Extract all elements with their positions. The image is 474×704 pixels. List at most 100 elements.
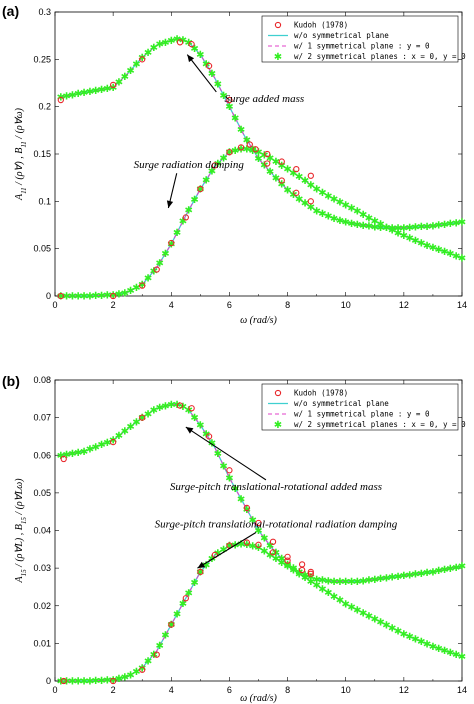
- kudoh-point: [278, 177, 285, 184]
- star-marker: ✱: [225, 541, 233, 552]
- x-tick-label: 0: [52, 300, 57, 310]
- star-marker: ✱: [109, 436, 117, 447]
- star-marker: ✱: [74, 677, 82, 688]
- x-tick-label: 8: [285, 300, 290, 310]
- star-marker: ✱: [458, 652, 466, 663]
- star-marker: ✱: [365, 576, 373, 587]
- star-marker: ✱: [353, 605, 361, 616]
- star-marker: ✱: [260, 161, 268, 172]
- star-marker: ✱: [359, 210, 367, 221]
- legend-symbol-star: ✱: [274, 52, 282, 63]
- star-marker: ✱: [353, 220, 361, 231]
- y-tick-label: 0: [46, 291, 51, 301]
- y-tick-label: 0.1: [38, 196, 51, 206]
- legend-box: [261, 383, 459, 431]
- star-marker: ✱: [423, 241, 431, 252]
- star-marker: ✱: [342, 599, 350, 610]
- star-marker: ✱: [196, 421, 204, 432]
- y-tick-label: 0.2: [38, 102, 51, 112]
- star-marker: ✱: [138, 53, 146, 64]
- annotation-text: Surge-pitch translational-rotational add…: [170, 481, 382, 493]
- star-marker: ✱: [109, 675, 117, 686]
- star-marker: ✱: [405, 223, 413, 234]
- star-marker: ✱: [405, 632, 413, 643]
- star-marker: ✱: [243, 135, 251, 146]
- y-axis-label: A11 / (ρ∀) , B11 / (ρ∀ω): [14, 107, 28, 201]
- star-marker: ✱: [359, 221, 367, 232]
- star-marker: ✱: [394, 572, 402, 583]
- star-marker: ✱: [394, 223, 402, 234]
- star-marker: ✱: [295, 172, 303, 183]
- star-marker: ✱: [417, 239, 425, 250]
- y-label-a: A: [14, 193, 25, 201]
- legend-label: w/o symmetrical plane: [294, 31, 389, 40]
- star-marker: ✱: [376, 223, 384, 234]
- kudoh-point: [139, 666, 146, 673]
- star-marker: ✱: [208, 69, 216, 80]
- star-marker: ✱: [121, 288, 129, 299]
- curve-one-symmetry-2: [60, 147, 463, 297]
- y-label-a-sub: 15: [20, 569, 28, 577]
- star-marker: ✱: [225, 148, 233, 159]
- star-marker: ✱: [342, 201, 350, 212]
- star-marker: ✱: [400, 571, 408, 582]
- star-marker: ✱: [86, 445, 94, 456]
- star-marker: ✱: [260, 547, 268, 558]
- kudoh-point: [188, 41, 195, 48]
- star-marker: ✱: [103, 291, 111, 302]
- kudoh-point: [246, 141, 253, 148]
- y-label-b-sub: 11: [20, 141, 28, 147]
- kudoh-point: [307, 198, 314, 205]
- kudoh-point: [237, 144, 245, 151]
- star-marker: ✱: [446, 249, 454, 260]
- star-marker: ✱: [336, 216, 344, 227]
- star-marker: ✱: [266, 541, 274, 552]
- star-marker: ✱: [237, 125, 245, 136]
- star-marker: ✱: [353, 577, 361, 588]
- star-marker: ✱: [57, 292, 65, 303]
- star-marker: ✱: [266, 167, 274, 178]
- y-tick-label: 0.05: [33, 244, 51, 254]
- star-marker: ✱: [237, 540, 245, 551]
- star-marker: ✱: [400, 231, 408, 242]
- star-marker: ✱: [452, 251, 460, 262]
- kudoh-point: [307, 568, 314, 576]
- star-marker: ✱: [155, 641, 163, 652]
- star-marker: ✱: [342, 218, 350, 229]
- curve-without-symmetry-1: [60, 37, 463, 229]
- star-marker: ✱: [115, 289, 123, 300]
- star-marker: ✱: [440, 247, 448, 258]
- star-marker: ✱: [359, 608, 367, 619]
- y-tick-label: 0.3: [38, 7, 51, 17]
- chart-panel-2: (b) 0 2 4 6 8 10 12 14 0 0.01 0.02 0.03 0.04 0.05 0.06 0…: [2, 373, 467, 704]
- star-marker: ✱: [254, 154, 262, 165]
- kudoh-point: [293, 189, 300, 196]
- legend-symbol-circle: [274, 21, 282, 29]
- star-marker: ✱: [161, 631, 169, 642]
- star-marker: ✱: [324, 191, 332, 202]
- star-marker: ✱: [74, 292, 82, 303]
- kudoh-point: [182, 595, 189, 602]
- curve-one-symmetry-1: [60, 404, 463, 582]
- star-marker: ✱: [68, 90, 76, 101]
- kudoh-point: [252, 146, 259, 153]
- star-marker: ✱: [86, 87, 94, 98]
- panel-label: (b): [2, 373, 20, 389]
- star-marker: ✱: [295, 569, 303, 580]
- star-marker: ✱: [318, 209, 326, 220]
- kudoh-point: [109, 81, 117, 89]
- star-marker: ✱: [336, 596, 344, 607]
- kudoh-point: [226, 96, 233, 104]
- kudoh-point: [284, 557, 291, 564]
- star-marker: ✱: [417, 637, 425, 648]
- star-marker: ✱: [429, 221, 437, 232]
- star-marker: ✱: [330, 592, 338, 603]
- star-marker: ✱: [278, 554, 286, 565]
- star-marker: ✱: [80, 447, 88, 458]
- star-marker: ✱: [312, 185, 320, 196]
- star-marker: ✱: [400, 223, 408, 234]
- star-marker: ✱: [179, 217, 187, 228]
- y-tick-label: 0.04: [33, 526, 51, 536]
- star-marker: ✱: [231, 484, 239, 495]
- x-tick-label: 4: [169, 685, 174, 695]
